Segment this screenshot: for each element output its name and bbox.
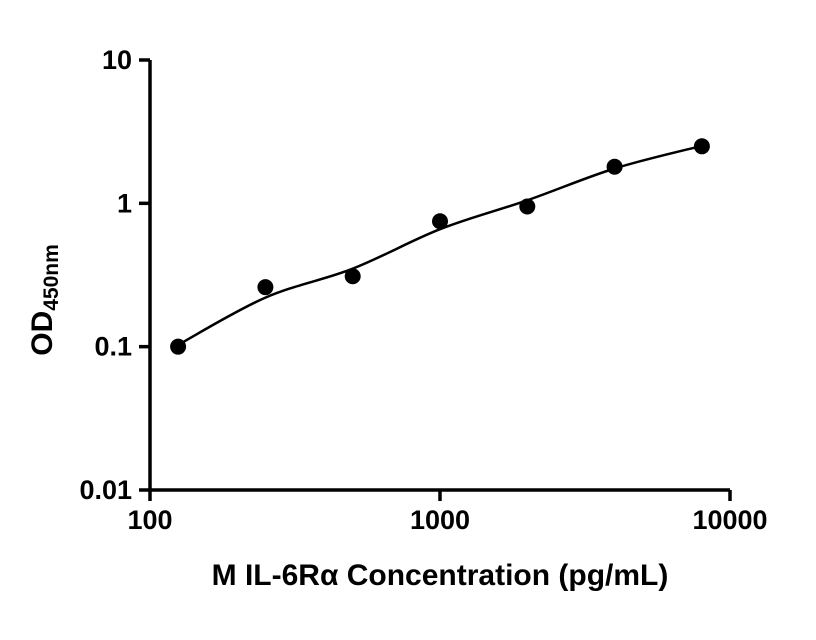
- y-axis-title-subscript: 450nm: [40, 244, 63, 311]
- data-point: [170, 338, 187, 355]
- fit-curve: [177, 144, 703, 346]
- data-point: [344, 268, 361, 285]
- x-axis-title: M IL-6Rα Concentration (pg/mL): [212, 559, 669, 592]
- data-point: [606, 158, 623, 175]
- data-point: [432, 213, 448, 230]
- y-axis-title-main: OD: [26, 311, 59, 356]
- y-axis-title: OD450nm: [26, 244, 63, 356]
- x-axis-tick-label: 10000: [692, 505, 767, 535]
- y-axis-tick-label: 0.01: [79, 475, 132, 505]
- x-axis-tick-label: 1000: [410, 505, 470, 535]
- y-axis-tick-label: 1: [117, 188, 132, 218]
- data-point: [519, 198, 536, 215]
- x-axis-tick-label: 100: [127, 505, 172, 535]
- y-axis-tick-label: 0.1: [94, 332, 132, 362]
- y-axis-tick-label: 10: [102, 45, 132, 75]
- data-point: [693, 138, 710, 155]
- data-point: [257, 279, 274, 296]
